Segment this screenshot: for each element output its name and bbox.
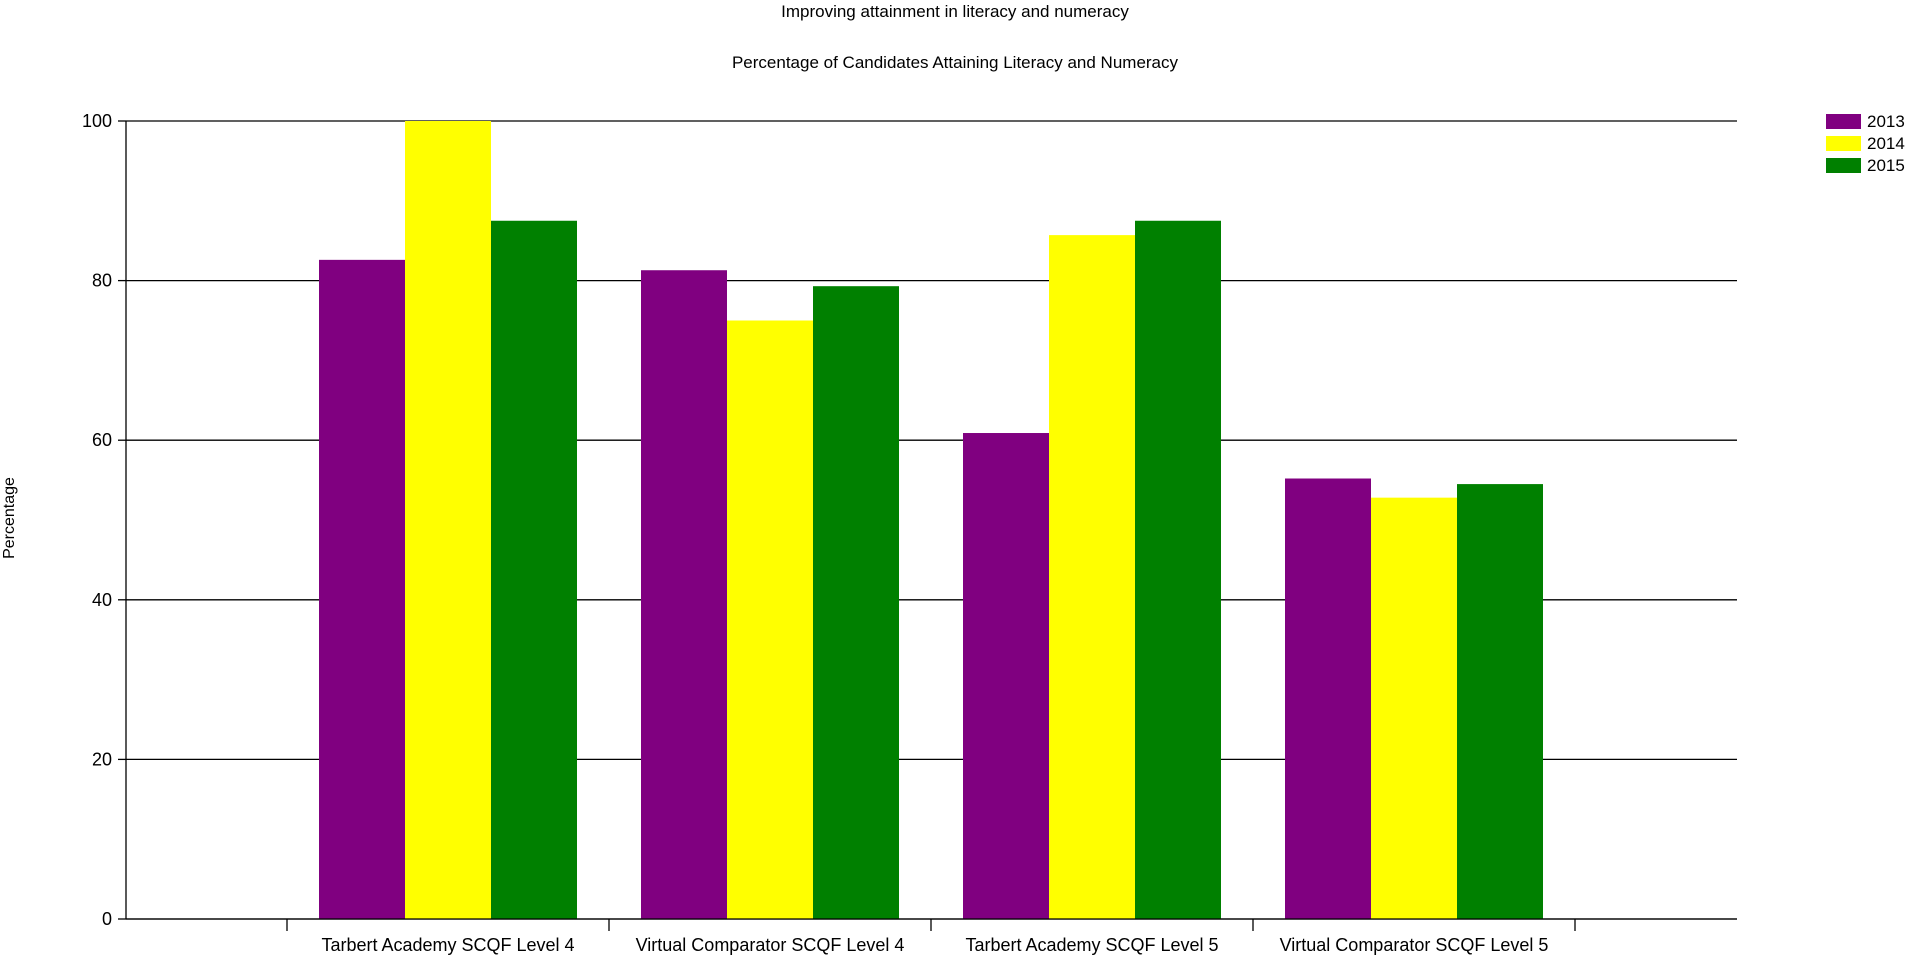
y-tick-label: 100 (82, 111, 112, 131)
legend-label: 2013 (1867, 112, 1905, 131)
x-tick-label: Virtual Comparator SCQF Level 5 (1280, 935, 1549, 955)
y-tick-label: 20 (92, 749, 112, 769)
legend-label: 2014 (1867, 134, 1905, 153)
bar-2014-4 (1371, 497, 1457, 919)
x-tick-label: Tarbert Academy SCQF Level 5 (965, 935, 1218, 955)
bar-2013-3 (963, 433, 1049, 919)
legend-label: 2015 (1867, 156, 1905, 175)
x-tick-label: Virtual Comparator SCQF Level 4 (636, 935, 905, 955)
y-tick-labels: 0 20 40 60 80 100 (82, 111, 112, 929)
bars (319, 121, 1543, 919)
legend-swatch-2013 (1826, 114, 1861, 129)
legend-swatch-2015 (1826, 158, 1861, 173)
chart-subtitle: Percentage of Candidates Attaining Liter… (732, 53, 1179, 72)
bar-2015-4 (1457, 484, 1543, 919)
axes (125, 121, 1737, 931)
bar-2014-2 (727, 320, 813, 919)
y-tick-label: 60 (92, 430, 112, 450)
y-tick-label: 40 (92, 590, 112, 610)
bar-2013-2 (641, 270, 727, 919)
x-tick-labels: Tarbert Academy SCQF Level 4 Virtual Comp… (321, 935, 1548, 955)
legend-swatch-2014 (1826, 136, 1861, 151)
bar-2015-2 (813, 286, 899, 919)
bar-2013-1 (319, 259, 405, 919)
chart-title: Improving attainment in literacy and num… (781, 2, 1129, 21)
bar-2013-4 (1285, 478, 1371, 919)
legend: 2013 2014 2015 (1826, 112, 1905, 175)
x-tick-label: Tarbert Academy SCQF Level 4 (321, 935, 574, 955)
bar-2015-3 (1135, 220, 1221, 919)
bar-2014-3 (1049, 235, 1135, 919)
y-tick-label: 80 (92, 271, 112, 291)
y-tick-label: 0 (102, 909, 112, 929)
bar-2015-1 (491, 220, 577, 919)
bar-2014-1 (405, 121, 491, 919)
y-axis-title: Percentage (1, 477, 18, 559)
